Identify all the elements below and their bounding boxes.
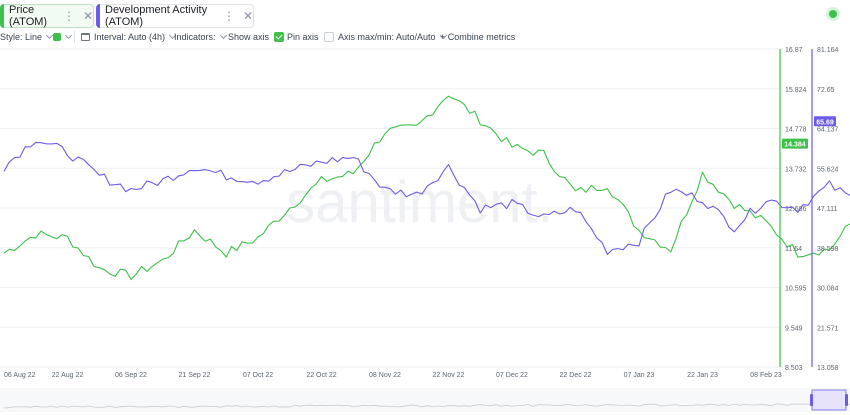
chevron-down-icon (219, 31, 227, 40)
dev-axis-tick-label: 38.598 (817, 246, 839, 253)
x-axis-tick-label: 07 Dec 22 (496, 372, 528, 379)
dev-axis-tick-label: 81.164 (817, 47, 839, 54)
price-devactivity-chart[interactable]: santiment. 16.87 15.824 14.778 13.732 12.686… (0, 44, 850, 415)
color-selector[interactable] (53, 29, 73, 45)
style-label: Style: Line (0, 32, 43, 42)
dev-axis-tick-label: 21.571 (817, 325, 839, 332)
dev-current-value: 65.69 (816, 119, 834, 126)
metric-tab-dev-activity[interactable]: Development Activity (ATOM) ⋮ ✕ (96, 4, 254, 28)
indicators-label: Indicators: (174, 32, 216, 42)
calendar-icon (81, 33, 90, 41)
chart-grid (0, 48, 780, 368)
x-axis-tick-label: 22 Nov 22 (433, 372, 465, 379)
navigator-right-handle[interactable] (845, 394, 848, 406)
dev-axis-tick-label: 47.111 (817, 206, 837, 213)
price-axis-tick-label: 8.503 (785, 365, 803, 372)
series-lines (3, 95, 850, 281)
pin-axis-label: Pin axis (287, 32, 319, 42)
chart-axes: 16.87 15.824 14.778 13.732 12.686 11.64 10.595… (4, 47, 839, 379)
range-navigator (0, 388, 850, 412)
dev-color-swatch (96, 4, 100, 28)
metric-label-price: Price (ATOM) (9, 4, 48, 28)
color-swatch-icon (53, 33, 61, 41)
price-axis-tick-label: 15.824 (785, 87, 807, 94)
dev-current-badge (814, 116, 836, 127)
navigator-background (0, 388, 850, 412)
price-axis-tick-label: 11.64 (785, 246, 802, 253)
x-axis-tick-label: 06 Aug 22 (4, 372, 36, 379)
price-axis-tick-label: 14.778 (785, 127, 807, 134)
price-current-value: 14.384 (784, 142, 806, 149)
x-axis-tick-label: 08 Feb 23 (750, 372, 782, 379)
x-axis-tick-label: 07 Jan 23 (624, 372, 655, 379)
x-axis-tick-label: 07 Oct 22 (243, 372, 273, 379)
x-axis-tick-label: 06 Sep 22 (115, 372, 147, 379)
combine-metrics-button[interactable]: + Combine metrics (440, 29, 515, 45)
live-status-dot (829, 10, 837, 18)
dev-axis-tick-label: 30.084 (817, 286, 839, 293)
pin-axis-checkbox[interactable] (323, 32, 334, 42)
more-options-icon[interactable]: ⋮ (62, 9, 75, 23)
navigator-selection-window[interactable] (811, 389, 847, 411)
divider (74, 31, 75, 43)
axis-maxmin-label: Axis max/min: Auto/Auto (338, 32, 436, 42)
price-axis-tick-label: 9.549 (785, 325, 803, 332)
style-selector[interactable]: Style: Line (0, 29, 54, 45)
price-axis-tick-label: 12.686 (785, 206, 807, 213)
dev-axis-tick-label: 55.624 (817, 166, 839, 173)
pin-axis-toggle[interactable]: Pin axis (287, 29, 334, 45)
close-icon[interactable]: ✕ (242, 9, 253, 23)
navigator-left-handle[interactable] (810, 394, 813, 406)
price-axis-tick-label: 16.87 (785, 47, 803, 54)
dev-axis-tick-label: 72.65 (817, 87, 835, 94)
dev-axis-tick-label: 13.058 (817, 365, 839, 372)
series-line-price (3, 95, 850, 281)
metric-label-dev-activity: Development Activity (ATOM) (105, 4, 208, 28)
chevron-down-icon (45, 31, 54, 40)
interval-selector[interactable]: Interval: Auto (4h) (81, 29, 177, 45)
navigator-trace (3, 403, 850, 409)
price-axis-tick-label: 10.595 (785, 286, 807, 293)
interval-label: Interval: Auto (4h) (94, 32, 166, 42)
dev-axis-tick-label: 64.137 (817, 127, 839, 134)
more-options-icon[interactable]: ⋮ (222, 9, 235, 23)
price-current-badge (782, 138, 808, 149)
x-axis-tick-label: 08 Nov 22 (369, 372, 401, 379)
x-axis-tick-label: 22 Aug 22 (52, 372, 84, 379)
show-axis-label: Show axis (228, 32, 270, 42)
metric-tab-price[interactable]: Price (ATOM) ⋮ ✕ (0, 4, 94, 28)
watermark: santiment. (286, 170, 554, 235)
price-axis-tick-label: 13.732 (785, 166, 807, 173)
x-axis-tick-label: 22 Dec 22 (560, 372, 592, 379)
show-axis-checkbox[interactable] (274, 32, 285, 42)
chart-toolbar: Style: Line Interval: Auto (4h) Indicato… (0, 29, 850, 45)
combine-metrics-label: + Combine metrics (440, 32, 516, 42)
x-axis-tick-label: 22 Oct 22 (306, 372, 336, 379)
x-axis-tick-label: 22 Jan 23 (687, 372, 718, 379)
close-icon[interactable]: ✕ (82, 9, 93, 23)
show-axis-toggle[interactable]: Show axis (228, 29, 285, 45)
chevron-down-icon (64, 31, 73, 40)
x-axis-tick-label: 21 Sep 22 (179, 372, 211, 379)
axis-maxmin-selector[interactable]: Axis max/min: Auto/Auto (338, 29, 447, 45)
indicators-selector[interactable]: Indicators: (174, 29, 227, 45)
price-color-swatch (0, 4, 4, 28)
series-line-dev (3, 141, 850, 255)
